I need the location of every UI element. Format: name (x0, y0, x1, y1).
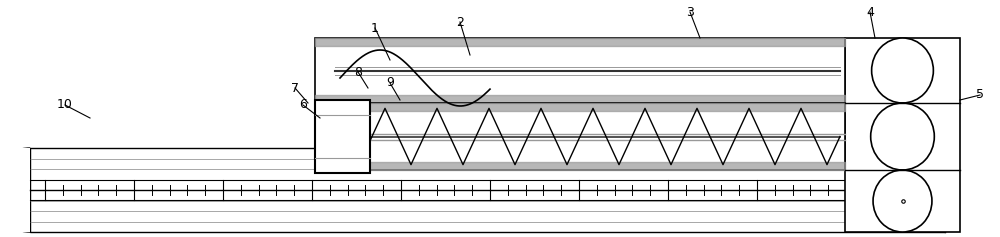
Bar (845, 38, 960, 232)
Text: 10: 10 (57, 99, 73, 111)
Ellipse shape (873, 170, 932, 232)
Ellipse shape (871, 103, 934, 170)
Bar (315, 100, 370, 173)
Ellipse shape (872, 38, 933, 103)
Text: 6: 6 (299, 99, 307, 111)
Text: 2: 2 (456, 15, 464, 28)
Text: 3: 3 (686, 5, 694, 18)
Text: 7: 7 (291, 82, 299, 95)
Bar (315, 38, 845, 103)
Bar (315, 103, 845, 170)
Text: 1: 1 (371, 22, 379, 35)
Text: 4: 4 (866, 5, 874, 18)
Bar (0, 148, 30, 232)
Bar (315, 103, 845, 170)
Text: 8: 8 (354, 65, 362, 78)
Wedge shape (0, 148, 30, 232)
Bar (30, 148, 945, 232)
Text: 9: 9 (386, 77, 394, 90)
Text: 5: 5 (976, 88, 984, 101)
